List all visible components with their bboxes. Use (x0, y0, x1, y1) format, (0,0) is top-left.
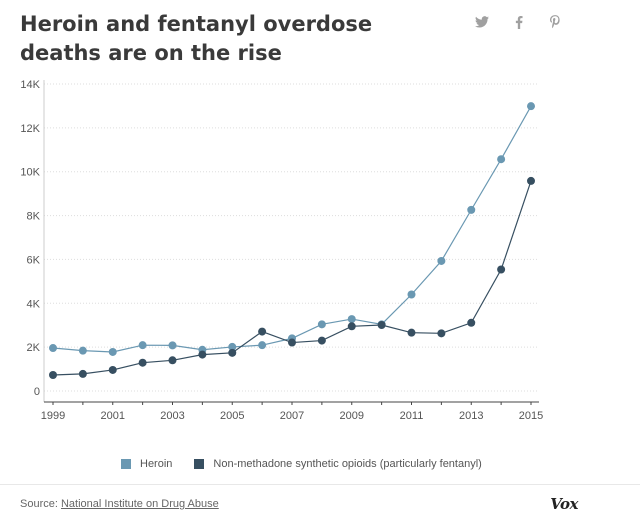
data-point-heroin (168, 341, 177, 350)
y-tick-label: 4K (27, 298, 41, 310)
chart-title: Heroin and fentanyl overdose deaths are … (20, 12, 373, 65)
data-point-synthetic-opioids (467, 318, 476, 327)
data-point-heroin (138, 341, 147, 350)
data-point-heroin (347, 315, 356, 324)
data-point-synthetic-opioids (347, 322, 356, 331)
vox-logo: Vox (550, 495, 578, 513)
line-chart: 0 2K 4K 6K 8K 10K 12K 14K 1999 2001 2003 2005 2007 20… (20, 79, 543, 422)
data-point-heroin (437, 256, 446, 265)
facebook-icon (515, 15, 523, 29)
data-point-synthetic-opioids (317, 336, 326, 345)
data-point-synthetic-opioids (437, 329, 446, 338)
y-tick-label: 2K (27, 342, 41, 354)
x-tick-label: 1999 (41, 410, 65, 422)
x-tick-label: 2009 (340, 410, 364, 422)
source-link[interactable]: National Institute on Drug Abuse (60, 498, 219, 510)
legend-swatch-synthetic-opioids (194, 459, 205, 469)
y-tick-label: 6K (27, 254, 41, 266)
data-point-heroin (527, 102, 535, 111)
data-point-synthetic-opioids (497, 265, 506, 274)
data-point-heroin (497, 155, 506, 164)
data-point-heroin (258, 341, 267, 350)
legend-item-heroin: Heroin (121, 458, 172, 470)
data-point-synthetic-opioids (407, 328, 416, 337)
data-point-heroin (407, 290, 416, 299)
y-tick-label: 14K (20, 79, 40, 91)
x-tick-label: 2015 (519, 410, 543, 422)
data-point-synthetic-opioids (198, 350, 207, 359)
data-point-heroin (78, 346, 87, 355)
data-point-heroin (317, 320, 326, 329)
data-point-synthetic-opioids (258, 327, 267, 336)
legend-swatch-heroin (121, 459, 131, 469)
facebook-share-button[interactable] (509, 12, 529, 32)
x-tick-label: 2011 (400, 410, 424, 422)
data-point-synthetic-opioids (108, 365, 117, 374)
legend-item-synthetic-opioids: Non-methadone synthetic opioids (particu… (194, 458, 482, 470)
legend-label-heroin: Heroin (140, 458, 173, 470)
twitter-icon (475, 16, 489, 28)
data-point-synthetic-opioids (377, 320, 386, 329)
data-point-heroin (228, 342, 237, 351)
pinterest-share-button[interactable] (545, 12, 565, 32)
data-point-synthetic-opioids (49, 370, 57, 379)
y-tick-label: 8K (27, 211, 41, 223)
data-point-synthetic-opioids (288, 338, 296, 347)
source-label: Source: (20, 498, 58, 510)
y-tick-label: 0 (34, 386, 40, 398)
twitter-share-button[interactable] (472, 12, 492, 32)
data-point-synthetic-opioids (228, 348, 237, 357)
x-tick-label: 2007 (280, 410, 304, 422)
x-tick-label: 2003 (160, 410, 184, 422)
data-point-heroin (108, 347, 117, 356)
x-tick-label: 2005 (220, 410, 244, 422)
data-point-synthetic-opioids (78, 369, 87, 378)
data-point-heroin (467, 205, 476, 214)
data-point-synthetic-opioids (138, 358, 147, 367)
data-point-synthetic-opioids (527, 176, 535, 185)
chart-footer: Source: National Institute on Drug Abuse… (0, 484, 640, 526)
pinterest-icon (550, 15, 560, 29)
chart-legend: Heroin Non-methadone synthetic opioids (… (121, 458, 504, 470)
data-point-synthetic-opioids (168, 356, 177, 365)
source-credit: Source: National Institute on Drug Abuse (20, 498, 219, 510)
y-tick-label: 10K (20, 167, 40, 179)
data-point-heroin (49, 344, 57, 353)
x-tick-label: 2001 (101, 410, 125, 422)
series-line-heroin (52, 105, 532, 353)
x-tick-label: 2013 (459, 410, 483, 422)
y-tick-label: 12K (20, 123, 40, 135)
legend-label-synthetic-opioids: Non-methadone synthetic opioids (particu… (213, 458, 482, 470)
